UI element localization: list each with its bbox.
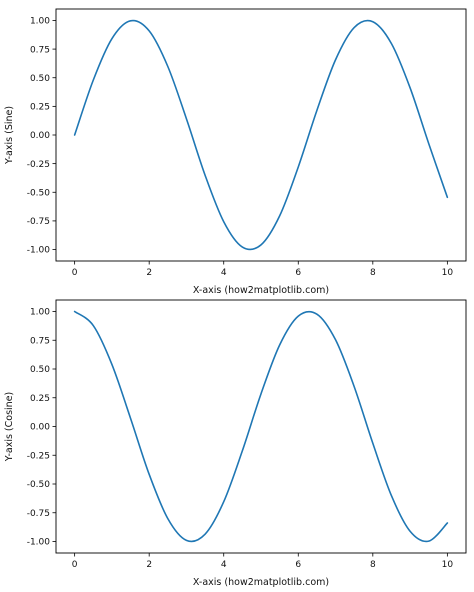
x-tick-label: 10 (442, 560, 454, 570)
x-tick-label: 10 (442, 268, 454, 278)
x-axis-label: X-axis (how2matplotlib.com) (193, 577, 329, 588)
y-tick-label: 0.50 (30, 365, 50, 375)
x-tick-label: 2 (146, 560, 152, 570)
series-line-cosine (73, 310, 449, 543)
y-axis-label: Y-axis (Sine) (4, 106, 15, 165)
y-tick-label: -0.25 (27, 160, 50, 170)
plot-frame (55, 8, 467, 262)
x-axis-label: X-axis (how2matplotlib.com) (193, 285, 329, 296)
x-tick-label: 8 (370, 268, 376, 278)
plot-frame (55, 299, 467, 554)
y-tick-label: -1.00 (27, 246, 51, 256)
x-tick-label: 4 (221, 268, 227, 278)
y-tick-label: 0.00 (30, 131, 50, 141)
y-tick-label: -0.50 (27, 188, 51, 198)
y-tick-label: 0.25 (30, 394, 50, 404)
x-tick-label: 6 (295, 560, 301, 570)
x-tick-label: 0 (72, 560, 78, 570)
y-tick-label: 1.00 (30, 308, 50, 318)
x-tick-label: 0 (72, 268, 78, 278)
y-tick-label: -0.75 (27, 509, 50, 519)
y-axis-label: Y-axis (Cosine) (4, 392, 15, 462)
y-tick-label: -1.00 (27, 538, 51, 548)
x-tick-label: 2 (146, 268, 152, 278)
y-tick-label: 1.00 (30, 17, 50, 27)
y-tick-label: 0.75 (30, 336, 50, 346)
y-tick-label: -0.50 (27, 480, 51, 490)
y-tick-label: -0.75 (27, 217, 50, 227)
y-tick-label: 0.75 (30, 45, 50, 55)
y-tick-label: 0.25 (30, 103, 50, 113)
series-line-sine (73, 19, 449, 251)
y-tick-label: -0.25 (27, 451, 50, 461)
y-tick-label: 0.00 (30, 423, 50, 433)
x-tick-label: 6 (295, 268, 301, 278)
x-tick-label: 8 (370, 560, 376, 570)
y-tick-label: 0.50 (30, 74, 50, 84)
x-tick-label: 4 (221, 560, 227, 570)
